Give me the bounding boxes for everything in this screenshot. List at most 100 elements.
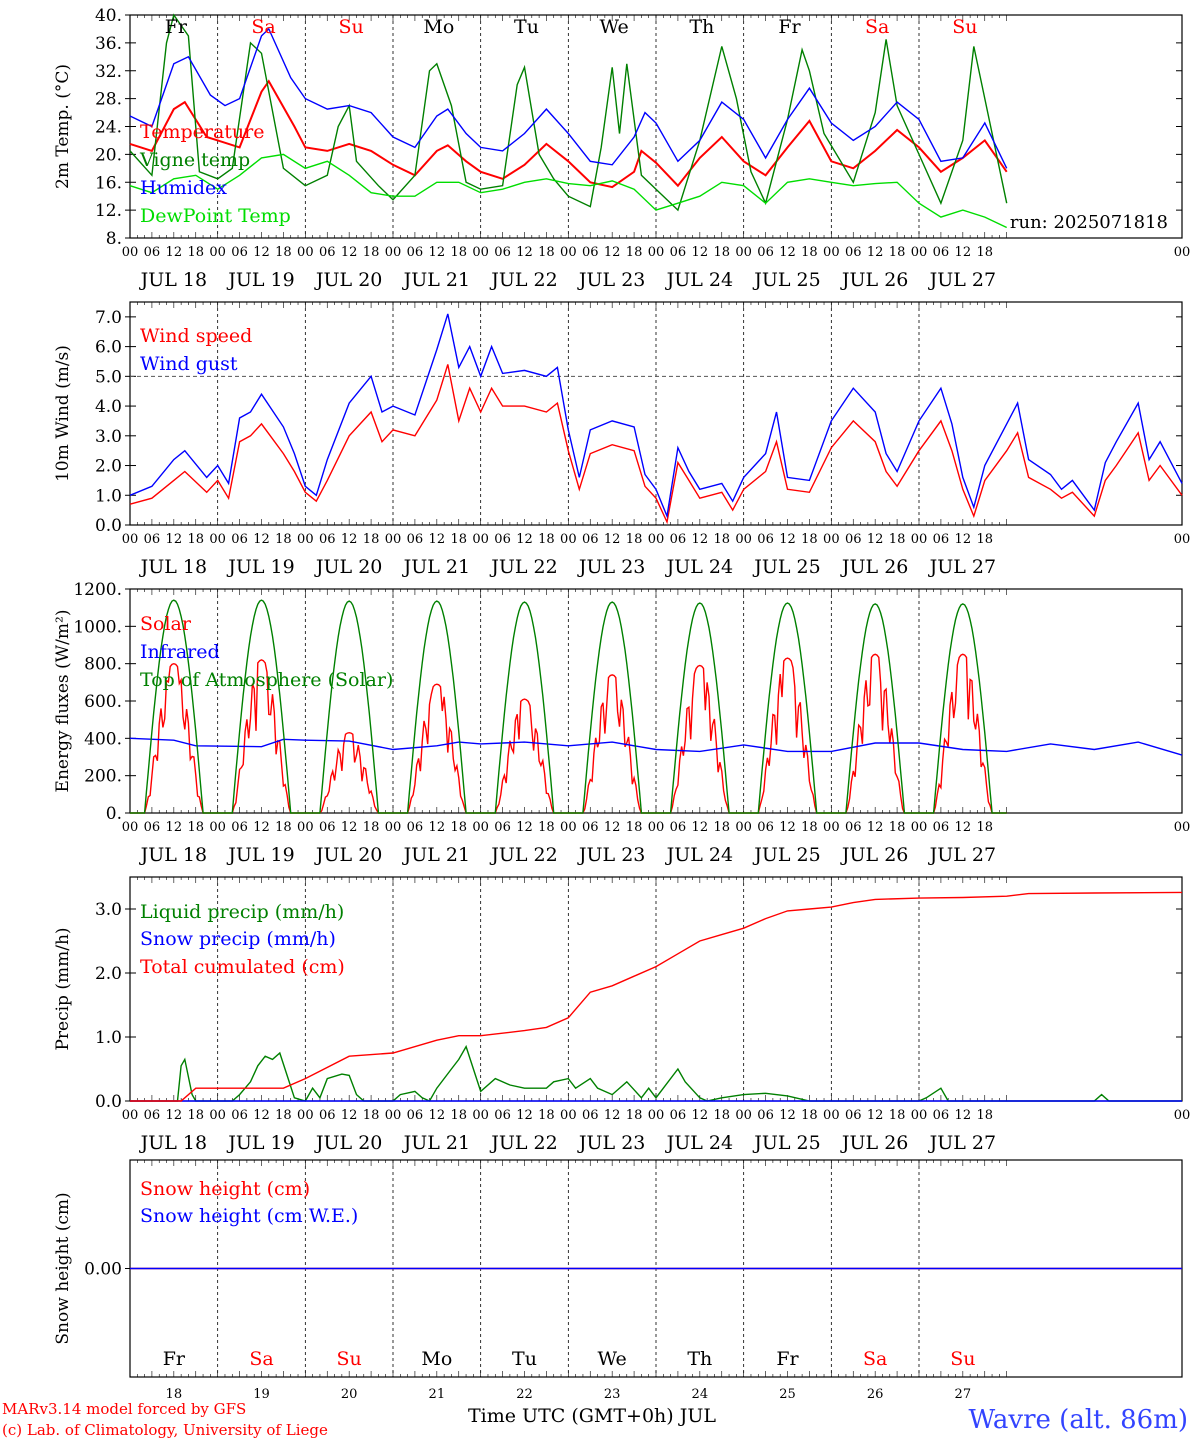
date-label: JUL 24 [665,556,733,578]
hour-tick-label: 18 [976,245,993,260]
y-tick-label: 4.0 [95,397,122,417]
hour-tick-label: 18 [450,532,467,547]
hour-tick-label: 00 [648,245,665,260]
legend-total-cumulated-cm-: Total cumulated (cm) [140,956,345,978]
hour-tick-label: 00 [122,1108,139,1123]
hour-tick-label: 18 [889,820,906,835]
day-number-label: 25 [779,1387,796,1402]
y-axis-label: Precip (mm/h) [53,927,73,1050]
hour-tick-label: 06 [582,1108,599,1123]
hour-tick-label: 06 [670,245,687,260]
legend-top-of-atmosphere-solar-: Top of Atmosphere (Solar) [140,669,393,691]
y-axis-label: Snow height (cm) [53,1192,73,1344]
hour-tick-label: 00 [735,532,752,547]
hour-tick-label: 12 [867,1108,884,1123]
hour-tick-label: 06 [494,820,511,835]
weekday-label: We [598,1348,627,1370]
hour-tick-label: 00 [648,820,665,835]
y-tick-label: 6.0 [95,338,122,358]
hour-tick-label: 00 [823,1108,840,1123]
date-label: JUL 23 [577,844,645,866]
series-line-top-of-atmosphere-solar- [130,599,1007,814]
hour-tick-label: 06 [144,532,161,547]
hour-tick-label: 18 [889,245,906,260]
hour-tick-label: 00 [648,532,665,547]
hour-tick-label: 18 [187,1108,204,1123]
weekday-label: Mo [423,16,454,38]
hour-tick-label: 18 [889,532,906,547]
hour-tick-label: 00 [1174,1108,1191,1123]
date-label: JUL 19 [226,269,294,291]
y-tick-label: 5.0 [95,367,122,387]
hour-tick-label: 06 [582,532,599,547]
date-label: JUL 18 [139,269,207,291]
hour-tick-label: 18 [538,820,555,835]
legend-liquid-precip-mm-h-: Liquid precip (mm/h) [140,901,344,923]
hour-tick-label: 00 [385,1108,402,1123]
weekday-label: Fr [163,1348,186,1370]
hour-tick-label: 12 [429,532,446,547]
credits-line-1: MARv3.14 model forced by GFS [2,1400,246,1418]
hour-tick-label: 00 [560,1108,577,1123]
weekday-label: Fr [778,16,801,38]
series-line-liquid-precip-mm-h- [130,1044,1182,1102]
date-label: JUL 18 [139,556,207,578]
hour-tick-label: 18 [187,820,204,835]
hour-tick-label: 12 [692,820,709,835]
weekday-label: Sa [249,1348,273,1370]
hour-tick-label: 18 [275,1108,292,1123]
hour-tick-label: 06 [582,820,599,835]
hour-tick-label: 06 [933,245,950,260]
hour-tick-label: 06 [582,245,599,260]
series-line-dewpoint-temp [129,153,1008,229]
y-tick-label: 800. [84,655,122,675]
hour-tick-label: 06 [757,245,774,260]
y-tick-label: 1.0 [95,1028,122,1048]
date-label: JUL 22 [489,1132,557,1154]
hour-tick-label: 00 [209,245,226,260]
hour-tick-label: 12 [429,820,446,835]
y-tick-label: 28. [95,90,122,110]
hour-tick-label: 00 [823,245,840,260]
date-label: JUL 25 [752,269,820,291]
legend-temperature: Temperature [140,121,264,143]
y-tick-label: 400. [84,729,122,749]
hour-tick-label: 00 [472,1108,489,1123]
y-tick-label: 0.0 [95,1092,122,1112]
hour-tick-label: 18 [889,1108,906,1123]
series-line-total-cumulated-cm- [130,891,1183,1102]
y-tick-label: 24. [95,118,122,138]
run-label: run: 2025071818 [1010,212,1168,233]
y-tick-label: 600. [84,692,122,712]
hour-tick-label: 00 [472,820,489,835]
hour-tick-label: 06 [670,532,687,547]
hour-tick-label: 06 [933,532,950,547]
hour-tick-label: 00 [735,820,752,835]
series-line-infrared [129,737,1183,756]
hour-tick-label: 00 [297,1108,314,1123]
hour-tick-label: 00 [911,532,928,547]
hour-tick-label: 18 [801,820,818,835]
weekday-label: Fr [776,1348,799,1370]
weekday-label: Th [689,16,714,38]
hour-tick-label: 00 [122,245,139,260]
hour-tick-label: 12 [692,1108,709,1123]
hour-tick-label: 06 [407,820,424,835]
hour-tick-label: 06 [670,820,687,835]
hour-tick-label: 18 [976,1108,993,1123]
day-number-label: 19 [253,1387,270,1402]
hour-tick-label: 06 [933,1108,950,1123]
hour-tick-label: 00 [1174,820,1191,835]
hour-tick-label: 06 [407,532,424,547]
y-tick-label: 8. [106,229,122,249]
y-tick-label: 16. [95,173,122,193]
hour-tick-label: 06 [757,1108,774,1123]
hour-tick-label: 06 [845,1108,862,1123]
hour-tick-label: 06 [670,1108,687,1123]
series-line-wind-gust [129,313,1183,519]
date-label: JUL 23 [577,556,645,578]
date-label: JUL 23 [577,269,645,291]
date-label: JUL 21 [402,1132,470,1154]
legend-wind-speed: Wind speed [140,325,252,347]
legend-humidex: Humidex [140,177,227,199]
